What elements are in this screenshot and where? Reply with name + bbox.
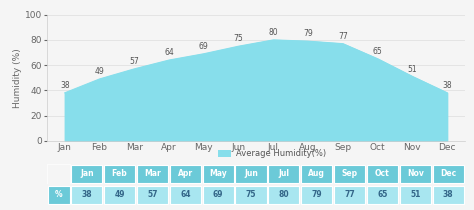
Bar xyxy=(400,165,431,183)
Text: 38: 38 xyxy=(443,190,454,199)
Text: 65: 65 xyxy=(377,190,388,199)
Bar xyxy=(137,186,168,204)
Text: Aug: Aug xyxy=(308,169,325,178)
Bar xyxy=(334,165,365,183)
Bar xyxy=(367,165,398,183)
Bar xyxy=(104,186,135,204)
Bar xyxy=(48,186,70,204)
Bar xyxy=(202,165,234,183)
Text: 64: 64 xyxy=(164,48,174,57)
Bar xyxy=(236,186,266,204)
Bar xyxy=(71,186,102,204)
Text: 80: 80 xyxy=(269,28,278,37)
Text: Nov: Nov xyxy=(407,169,424,178)
Text: 38: 38 xyxy=(442,81,452,90)
Y-axis label: Humidity (%): Humidity (%) xyxy=(13,48,22,108)
Text: 69: 69 xyxy=(199,42,209,51)
Text: 75: 75 xyxy=(246,190,256,199)
Bar xyxy=(400,186,431,204)
Text: 57: 57 xyxy=(129,57,139,66)
Text: %: % xyxy=(55,190,63,199)
Text: 65: 65 xyxy=(373,47,383,56)
Text: 57: 57 xyxy=(147,190,158,199)
Bar xyxy=(268,186,300,204)
Text: 64: 64 xyxy=(180,190,191,199)
Bar xyxy=(137,165,168,183)
Bar xyxy=(202,186,234,204)
Text: 49: 49 xyxy=(114,190,125,199)
Bar xyxy=(334,186,365,204)
Bar xyxy=(71,165,102,183)
Text: Jun: Jun xyxy=(244,169,258,178)
Bar xyxy=(301,165,332,183)
Bar xyxy=(268,165,300,183)
Text: 79: 79 xyxy=(311,190,322,199)
Text: 80: 80 xyxy=(279,190,289,199)
Text: 75: 75 xyxy=(234,34,244,43)
Bar xyxy=(236,165,266,183)
Text: Dec: Dec xyxy=(440,169,456,178)
Text: 38: 38 xyxy=(82,190,92,199)
Bar xyxy=(432,165,464,183)
Text: 79: 79 xyxy=(303,29,313,38)
Text: Jul: Jul xyxy=(278,169,289,178)
Bar xyxy=(432,186,464,204)
Text: Feb: Feb xyxy=(112,169,128,178)
Text: May: May xyxy=(210,169,227,178)
Bar xyxy=(170,165,201,183)
Bar xyxy=(47,164,70,184)
Text: 77: 77 xyxy=(338,32,348,41)
Bar xyxy=(104,165,135,183)
Text: Jan: Jan xyxy=(80,169,93,178)
Text: 51: 51 xyxy=(408,65,417,74)
Text: Apr: Apr xyxy=(178,169,193,178)
Text: 77: 77 xyxy=(344,190,355,199)
Text: 69: 69 xyxy=(213,190,223,199)
Text: 51: 51 xyxy=(410,190,420,199)
Text: Sep: Sep xyxy=(341,169,357,178)
Bar xyxy=(170,186,201,204)
Bar xyxy=(219,150,231,157)
Text: Oct: Oct xyxy=(375,169,390,178)
Text: Average Humidity(%): Average Humidity(%) xyxy=(236,149,326,158)
Bar xyxy=(367,186,398,204)
Text: 38: 38 xyxy=(60,81,70,90)
Text: Mar: Mar xyxy=(144,169,161,178)
Bar xyxy=(301,186,332,204)
Text: 49: 49 xyxy=(95,67,104,76)
